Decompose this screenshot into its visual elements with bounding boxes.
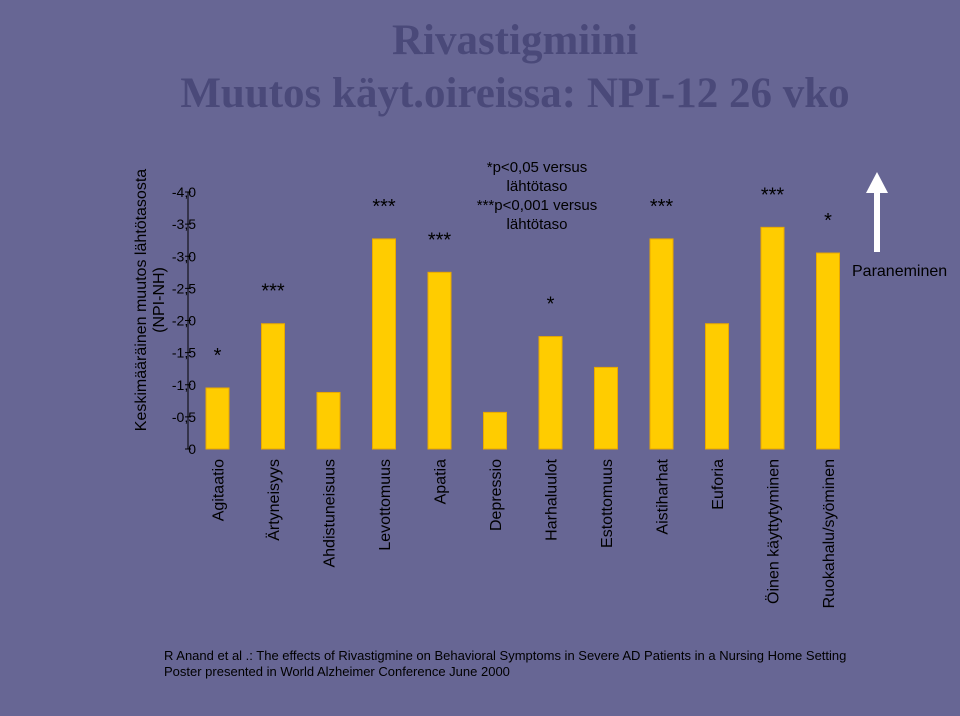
y-tick-label: -4,0 [172, 184, 196, 200]
bar [372, 238, 396, 450]
category-label: Apatia [433, 459, 450, 504]
bar [261, 323, 285, 450]
y-tick-label: -1,0 [172, 377, 196, 393]
category-label: Ahdistuneisuus [322, 459, 339, 568]
significance-label: * [547, 294, 555, 316]
y-axis-label-line: Keskimääräinen muutos lähtötasosta [133, 169, 150, 431]
slide-title: Rivastigmiini Muutos käyt.oireissa: NPI-… [0, 14, 960, 120]
bar [649, 238, 674, 450]
y-tick-label: -2,0 [172, 313, 196, 329]
y-tick-label: -3,0 [172, 248, 196, 264]
bar [483, 411, 507, 450]
bar [316, 391, 341, 450]
citation-line-1: R Anand et al .: The effects of Rivastig… [164, 648, 847, 663]
bar [538, 336, 563, 450]
category-label: Levottomuus [377, 459, 394, 551]
arrow-head [866, 172, 888, 193]
bar [760, 226, 785, 450]
category-labels: Agitaatio Ärtyneisyys Ahdistuneisuus Levott… [211, 458, 839, 608]
citation-line-2: Poster presented in World Alzheimer Conf… [164, 664, 510, 679]
category-label: Euforia [710, 459, 727, 510]
citation: R Anand et al .: The effects of Rivastig… [164, 648, 904, 680]
significance-label: * [214, 345, 222, 367]
bar [816, 252, 840, 450]
category-label: Depressio [488, 459, 505, 531]
category-label: Estottomuus [599, 459, 616, 548]
title-line-1: Rivastigmiini [391, 17, 639, 64]
y-axis-label: Keskimääräinen muutos lähtötasosta (NPI-N… [133, 169, 168, 431]
bar [427, 271, 452, 450]
significance-label: *** [761, 184, 785, 206]
arrow-shaft [874, 190, 880, 252]
arrow-label: Paraneminen [852, 263, 947, 280]
y-tick-label: 0 [188, 441, 196, 457]
y-tick-label: -1,5 [172, 345, 196, 361]
bar [594, 366, 618, 450]
improvement-arrow: Paraneminen [852, 172, 947, 280]
significance-label: *** [261, 281, 285, 303]
y-tick-label: -0,5 [172, 409, 196, 425]
category-label: Harhaluulot [544, 458, 561, 540]
significance-note: *p<0,05 versus lähtötaso ***p<0,001 vers… [476, 159, 598, 233]
y-axis-label-line: (NPI-NH) [151, 267, 168, 333]
category-label: Ärtyneisyys [265, 459, 283, 541]
category-label: Ruokahalu/syöminen [821, 459, 838, 608]
significance-label: * [824, 210, 832, 232]
y-tick-label: -2,5 [172, 280, 196, 296]
bar [705, 323, 729, 450]
significance-markers: ****************** [214, 184, 833, 367]
y-tick-label: -3,5 [172, 216, 196, 232]
bars [205, 226, 840, 450]
category-label: Öinen käyttytyminen [765, 459, 783, 604]
category-label: Agitaatio [211, 459, 228, 521]
category-label: Aistiharhat [655, 458, 672, 534]
significance-label: *** [650, 196, 674, 218]
significance-label: *** [372, 196, 396, 218]
significance-label: *** [428, 229, 452, 251]
title-line-2: Muutos käyt.oireissa: NPI-12 26 vko [180, 70, 850, 117]
y-axis: -4,0 -3,5 -3,0 -2,5 -2,0 -1,5 -1,0 -0,5 0 [172, 184, 196, 457]
bar [205, 387, 230, 450]
